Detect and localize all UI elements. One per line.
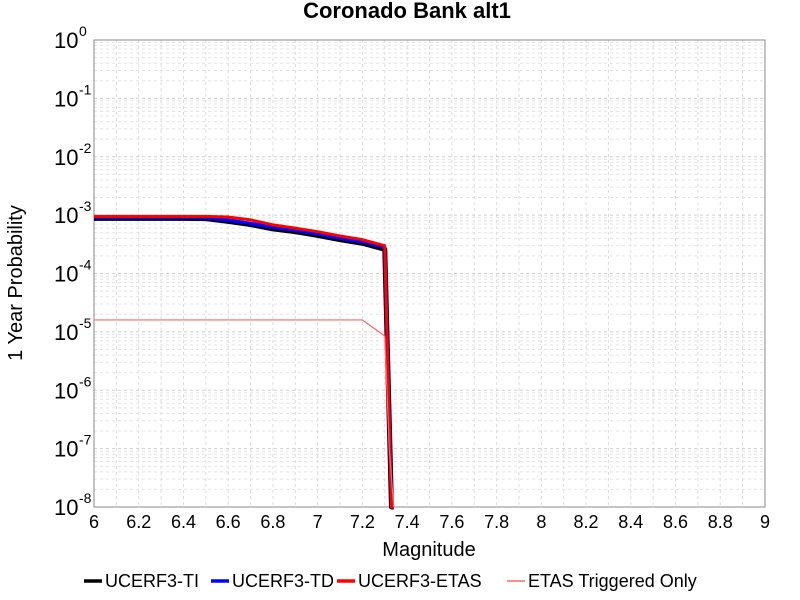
y-tick-exponent: -8 [79, 490, 92, 506]
y-tick-base: 10 [54, 320, 78, 345]
x-tick-label: 7.2 [350, 512, 375, 532]
x-tick-label: 7 [313, 512, 323, 532]
x-tick-label: 7.6 [439, 512, 464, 532]
x-tick-label: 8.4 [618, 512, 643, 532]
y-tick-base: 10 [54, 203, 78, 228]
x-tick-label: 8 [536, 512, 546, 532]
y-tick-label: 10 -2 [54, 140, 92, 170]
legend-label-3: ETAS Triggered Only [528, 571, 697, 591]
y-tick-label: 10 -6 [54, 373, 92, 403]
x-tick-label: 6.6 [216, 512, 241, 532]
legend-label-0: UCERF3-TI [105, 571, 199, 591]
x-tick-label: 6.4 [171, 512, 196, 532]
x-tick-label: 6.2 [126, 512, 151, 532]
y-tick-exponent: -7 [79, 432, 92, 448]
series-line-2 [94, 214, 394, 509]
x-tick-label: 8.6 [663, 512, 688, 532]
y-tick-exponent: -4 [79, 257, 92, 273]
y-tick-label: 10 -4 [54, 257, 92, 287]
y-axis-label: 1 Year Probability [5, 205, 27, 361]
series-line-3 [94, 319, 395, 508]
legend-label-2: UCERF3-ETAS [358, 571, 482, 591]
y-tick-exponent: -3 [79, 198, 92, 214]
x-tick-label: 6 [89, 512, 99, 532]
grid [94, 40, 765, 507]
legend: UCERF3-TI UCERF3-TD UCERF3-ETAS ETAS Trigge… [84, 571, 697, 591]
y-tick-label: 10 -1 [54, 81, 92, 111]
y-tick-base: 10 [54, 378, 78, 403]
y-tick-label: 10 -3 [54, 198, 92, 228]
chart-title: Coronado Bank alt1 [303, 0, 511, 23]
y-tick-base: 10 [54, 262, 78, 287]
y-tick-exponent: 0 [79, 23, 87, 39]
plot-area [93, 39, 766, 508]
y-tick-label: 10 0 [54, 23, 87, 53]
y-tick-base: 10 [54, 86, 78, 111]
x-tick-label: 8.8 [708, 512, 733, 532]
y-tick-label: 10 -7 [54, 432, 92, 462]
x-axis-label: Magnitude [382, 539, 475, 561]
x-tick-label: 6.8 [260, 512, 285, 532]
y-tick-base: 10 [54, 437, 78, 462]
x-tick-label: 9 [760, 512, 770, 532]
x-tick-label: 7.4 [395, 512, 420, 532]
y-tick-exponent: -1 [79, 81, 92, 97]
y-tick-base: 10 [54, 495, 78, 520]
legend-label-1: UCERF3-TD [232, 571, 334, 591]
y-tick-label: 10 -5 [54, 315, 92, 345]
x-tick-label: 8.2 [574, 512, 599, 532]
series-group [94, 214, 395, 510]
y-tick-exponent: -2 [79, 140, 92, 156]
y-tick-exponent: -5 [79, 315, 92, 331]
x-tick-label: 7.8 [484, 512, 509, 532]
y-tick-base: 10 [54, 145, 78, 170]
x-tick-labels: 6 6.2 6.4 6.6 6.8 7 7.2 7.4 7.6 7.8 8 8.2 8.4 8.6 8.8 9 [89, 512, 770, 532]
y-tick-exponent: -6 [79, 373, 92, 389]
y-tick-base: 10 [54, 28, 78, 53]
y-tick-label: 10 -8 [54, 490, 92, 520]
